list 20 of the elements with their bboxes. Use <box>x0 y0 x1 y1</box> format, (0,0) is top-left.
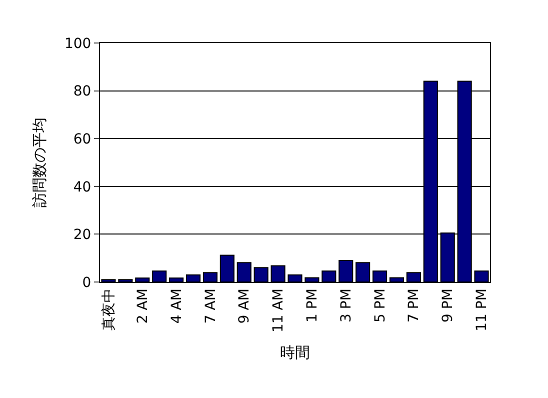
y-axis-title: 訪問数の平均 <box>30 118 49 208</box>
x-axis-title: 時間 <box>280 344 310 362</box>
x-tick-label: 2 AM <box>134 288 151 324</box>
x-tick-label: 9 PM <box>440 288 456 322</box>
x-tick-label: 3 PM <box>338 288 354 322</box>
y-tick-label: 0 <box>82 274 92 291</box>
y-tick-label: 60 <box>73 132 92 148</box>
y-tick-label: 100 <box>64 36 92 52</box>
x-tick-label: 4 AM <box>168 288 185 324</box>
x-tick-label: 真夜中 <box>101 288 118 331</box>
x-tick-label: 5 PM <box>372 288 388 322</box>
x-tick-label: 11 PM <box>474 288 490 332</box>
x-tick-label: 7 AM <box>202 288 219 324</box>
x-tick-label: 7 PM <box>406 288 422 322</box>
x-tick-label: 9 AM <box>236 288 253 324</box>
y-tick-label: 40 <box>73 179 92 196</box>
x-tick-label: 11 AM <box>270 288 287 333</box>
y-tick-label: 80 <box>73 84 92 100</box>
x-tick-label: 1 PM <box>304 288 321 322</box>
y-tick-label: 20 <box>73 227 92 244</box>
